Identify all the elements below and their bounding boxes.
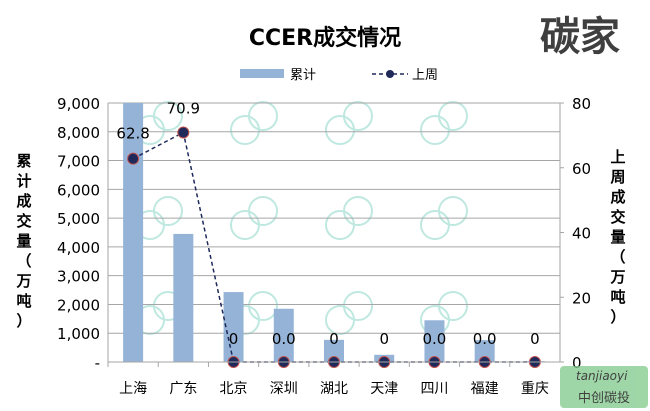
axes: - 1,000 2,000 3,000 4,000 5,000 6,000 7,000 8,00… (57, 95, 591, 397)
watermark-circle (230, 210, 260, 240)
data-label: 0 (229, 330, 239, 348)
watermark-circle (325, 210, 355, 240)
y-axis-label: 累计成交量（万吨） (15, 152, 31, 330)
y-tick-label: 4,000 (57, 239, 100, 257)
watermark-circle (343, 101, 373, 131)
y-right-tick-label: 40 (572, 225, 591, 243)
bar-四川 (424, 320, 445, 362)
watermark-circle (438, 291, 468, 321)
y-axis-right-label: 上周成交量（万吨） (609, 148, 625, 326)
watermark-circle (248, 101, 278, 131)
watermark-circle (343, 291, 373, 321)
bar-福建 (474, 340, 495, 362)
x-tick-label: 四川 (420, 381, 448, 397)
y-tick-label: 6,000 (57, 181, 100, 199)
x-tick-label: 湖北 (320, 381, 348, 397)
data-label: 0.0 (423, 330, 447, 348)
watermark-layer (135, 101, 468, 335)
watermark-circle (438, 101, 468, 131)
watermark-circle (343, 196, 373, 226)
watermark-circle (420, 210, 450, 240)
bar-北京 (223, 292, 244, 362)
x-tick-label: 福建 (471, 381, 499, 397)
y-right-tick-label: 60 (572, 160, 591, 178)
x-tick-label: 上海 (119, 381, 147, 397)
data-label: 0.0 (473, 330, 497, 348)
y-tick-label: 1,000 (57, 325, 100, 343)
data-label: 0 (530, 330, 540, 348)
legend-bar-label: 累计 (290, 68, 316, 83)
legend-line-label: 上周 (412, 68, 438, 83)
x-tick-label: 天津 (370, 381, 398, 397)
y-tick-label: 8,000 (57, 124, 100, 142)
y-tick-label: 5,000 (57, 210, 100, 228)
legend-bar-swatch (240, 69, 284, 78)
y-tick-label: 3,000 (57, 268, 100, 286)
data-label: 0 (329, 330, 339, 348)
data-label: 0.0 (272, 330, 296, 348)
watermark-site: tanjiaoyi (576, 369, 628, 383)
watermark-source: 中创碳投 (578, 390, 630, 406)
watermark-brand: 碳家 tanjiaoyi 中创碳投 (540, 14, 648, 408)
watermark-circle (420, 115, 450, 145)
x-tick-label: 广东 (169, 381, 197, 397)
chart-title: CCER成交情况 (249, 25, 401, 51)
line-point (177, 126, 190, 139)
y-right-tick-label: 0 (572, 354, 582, 372)
watermark-circle (230, 115, 260, 145)
y-right-tick-label: 20 (572, 289, 591, 307)
data-label: 62.8 (116, 125, 149, 143)
bar-湖北 (324, 339, 344, 362)
x-tick-label: 深圳 (270, 381, 298, 397)
line-point (127, 152, 140, 165)
watermark-circle (153, 101, 183, 131)
x-tick-label: 北京 (220, 381, 248, 397)
data-label: 70.9 (167, 99, 200, 117)
bar-广东 (173, 233, 194, 362)
watermark-circle (325, 115, 355, 145)
bar-深圳 (273, 308, 294, 362)
watermark-circle (438, 196, 468, 226)
x-tick-label: 重庆 (521, 381, 549, 397)
bar-上海 (123, 103, 144, 362)
watermark-circle (153, 196, 183, 226)
y-tick-label: 9,000 (57, 95, 100, 113)
data-label: 0 (379, 330, 389, 348)
y-tick-label: 7,000 (57, 153, 100, 171)
watermark-logo: 碳家 (540, 14, 620, 60)
y-right-tick-label: 80 (572, 95, 591, 113)
y-tick-label: 2,000 (57, 296, 100, 314)
y-tick-label: - (95, 354, 100, 372)
watermark-badge (560, 366, 648, 408)
watermark-circle (248, 196, 278, 226)
legend: 累计 上周 (240, 68, 438, 83)
watermark-circle (248, 291, 278, 321)
legend-line-marker (386, 70, 394, 78)
